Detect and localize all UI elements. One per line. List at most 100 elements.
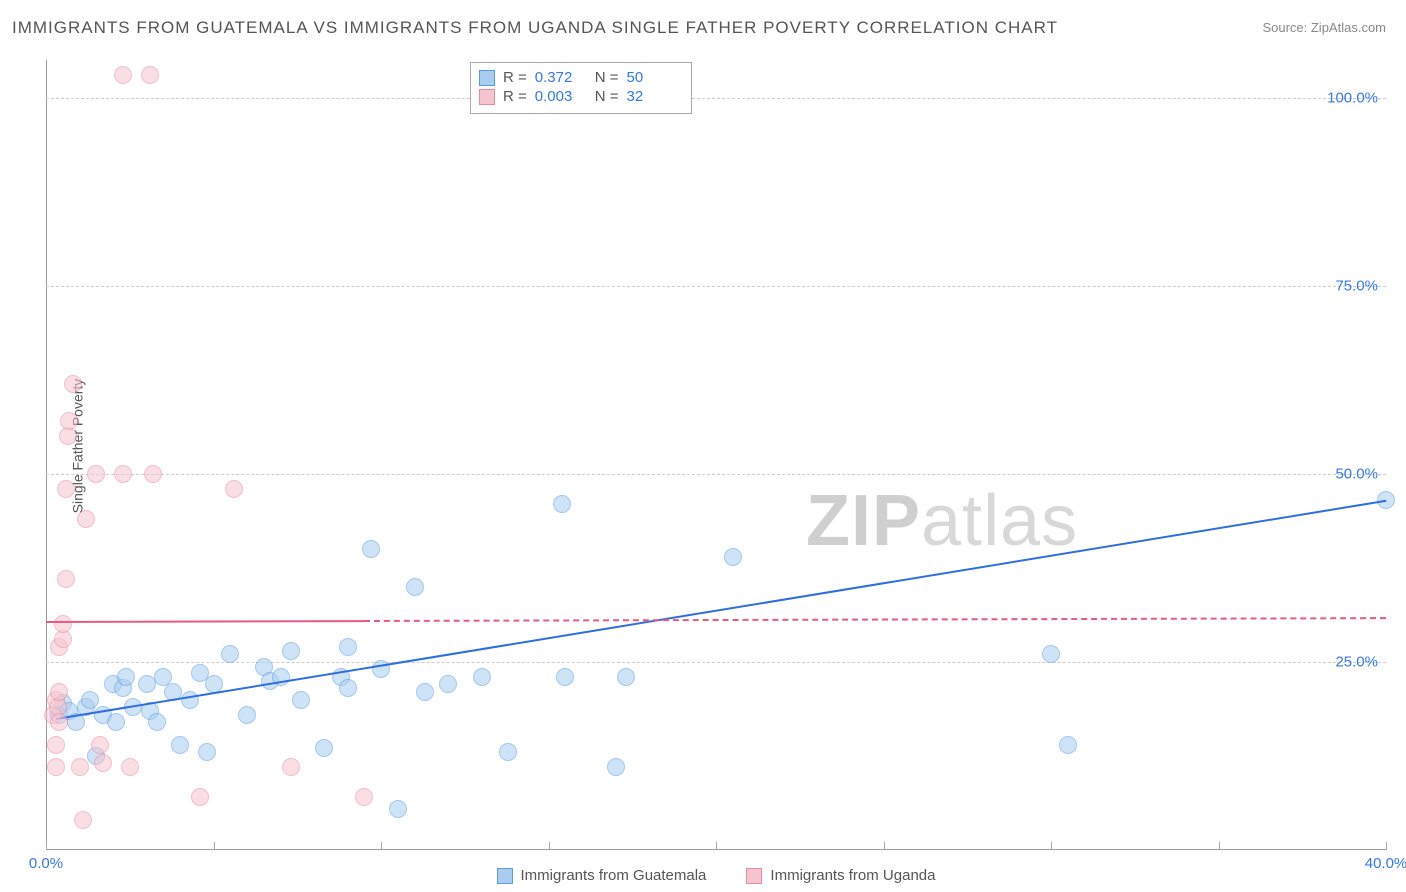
x-tick-mark: [1386, 842, 1387, 850]
legend-item: Immigrants from Uganda: [746, 867, 935, 884]
stats-r-label: R =: [503, 88, 527, 105]
x-tick-mark: [1051, 842, 1052, 850]
stats-n-value: 50: [627, 69, 679, 86]
regression-line: [364, 617, 1386, 622]
data-point: [389, 800, 407, 818]
legend-swatch: [479, 70, 495, 86]
data-point: [114, 465, 132, 483]
data-point: [94, 754, 112, 772]
data-point: [191, 788, 209, 806]
data-point: [282, 758, 300, 776]
stats-n-label: N =: [595, 88, 619, 105]
y-axis-line: [46, 60, 47, 850]
x-tick-mark: [549, 842, 550, 850]
data-point: [171, 736, 189, 754]
data-point: [77, 510, 95, 528]
stats-n-value: 32: [627, 88, 679, 105]
stats-row: R = 0.372 N = 50: [479, 69, 679, 86]
x-tick-mark: [46, 842, 47, 850]
x-tick-mark: [1219, 842, 1220, 850]
data-point: [416, 683, 434, 701]
legend-swatch: [746, 868, 762, 884]
data-point: [57, 480, 75, 498]
data-point: [81, 691, 99, 709]
data-point: [292, 691, 310, 709]
data-point: [339, 638, 357, 656]
data-point: [198, 743, 216, 761]
data-point: [117, 668, 135, 686]
regression-line: [46, 620, 364, 623]
y-tick-label: 100.0%: [1327, 89, 1378, 106]
x-tick-mark: [716, 842, 717, 850]
data-point: [148, 713, 166, 731]
data-point: [225, 480, 243, 498]
data-point: [181, 691, 199, 709]
stats-r-label: R =: [503, 69, 527, 86]
grid-line: [46, 474, 1386, 475]
data-point: [50, 713, 68, 731]
data-point: [121, 758, 139, 776]
data-point: [724, 548, 742, 566]
legend: Immigrants from Guatemala Immigrants from…: [46, 867, 1386, 884]
data-point: [50, 683, 68, 701]
data-point: [1059, 736, 1077, 754]
data-point: [74, 811, 92, 829]
legend-item: Immigrants from Guatemala: [497, 867, 707, 884]
data-point: [64, 375, 82, 393]
y-tick-label: 50.0%: [1335, 465, 1378, 482]
data-point: [141, 66, 159, 84]
data-point: [339, 679, 357, 697]
data-point: [138, 675, 156, 693]
source-label: Source: ZipAtlas.com: [1262, 20, 1386, 35]
data-point: [144, 465, 162, 483]
legend-label: Immigrants from Uganda: [770, 867, 935, 884]
stats-row: R = 0.003 N = 32: [479, 88, 679, 105]
data-point: [47, 736, 65, 754]
y-tick-label: 25.0%: [1335, 653, 1378, 670]
data-point: [57, 570, 75, 588]
data-point: [439, 675, 457, 693]
data-point: [1042, 645, 1060, 663]
x-tick-mark: [214, 842, 215, 850]
data-point: [355, 788, 373, 806]
chart-title: IMMIGRANTS FROM GUATEMALA VS IMMIGRANTS …: [12, 18, 1058, 38]
x-tick-mark: [381, 842, 382, 850]
data-point: [617, 668, 635, 686]
data-point: [87, 465, 105, 483]
data-point: [47, 758, 65, 776]
data-point: [282, 642, 300, 660]
correlation-stats-box: R = 0.372 N = 50 R = 0.003 N = 32: [470, 62, 692, 114]
data-point: [553, 495, 571, 513]
grid-line: [46, 98, 1386, 99]
legend-swatch: [479, 89, 495, 105]
stats-r-value: 0.003: [535, 88, 587, 105]
stats-n-label: N =: [595, 69, 619, 86]
data-point: [71, 758, 89, 776]
data-point: [91, 736, 109, 754]
legend-label: Immigrants from Guatemala: [521, 867, 707, 884]
watermark-bold: ZIP: [806, 481, 921, 561]
watermark: ZIPatlas: [806, 480, 1078, 562]
data-point: [607, 758, 625, 776]
data-point: [221, 645, 239, 663]
data-point: [238, 706, 256, 724]
data-point: [54, 615, 72, 633]
watermark-rest: atlas: [921, 481, 1078, 561]
x-tick-mark: [884, 842, 885, 850]
data-point: [473, 668, 491, 686]
grid-line: [46, 662, 1386, 663]
data-point: [362, 540, 380, 558]
legend-swatch: [497, 868, 513, 884]
data-point: [556, 668, 574, 686]
regression-line: [56, 500, 1386, 720]
data-point: [406, 578, 424, 596]
stats-r-value: 0.372: [535, 69, 587, 86]
scatter-plot: ZIPatlas 25.0%50.0%75.0%100.0%0.0%40.0%: [46, 60, 1386, 850]
data-point: [60, 412, 78, 430]
data-point: [499, 743, 517, 761]
data-point: [315, 739, 333, 757]
y-tick-label: 75.0%: [1335, 277, 1378, 294]
data-point: [114, 66, 132, 84]
grid-line: [46, 286, 1386, 287]
data-point: [107, 713, 125, 731]
